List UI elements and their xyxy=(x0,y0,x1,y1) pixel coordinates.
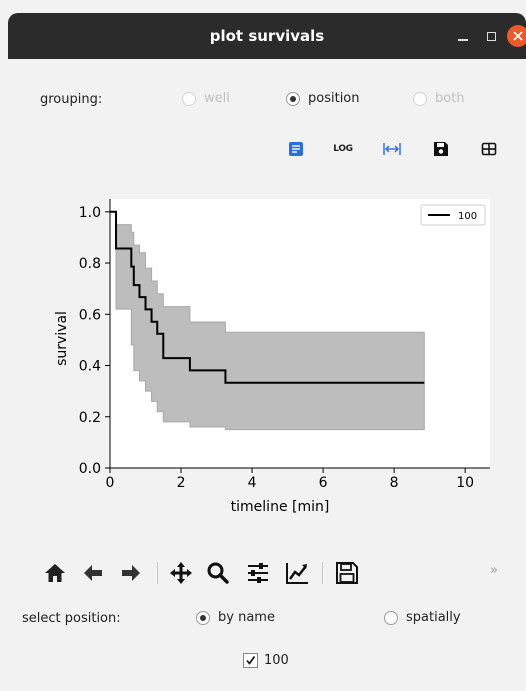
position-checkbox-label: 100 xyxy=(264,653,289,668)
back-icon xyxy=(84,565,102,581)
save-figure-icon xyxy=(336,562,358,584)
y-tick-label: 0.8 xyxy=(79,256,101,272)
select-position-radio-label: spatially xyxy=(406,610,461,625)
legend-box xyxy=(420,204,486,226)
close-button[interactable] xyxy=(507,25,526,47)
fit-width-icon xyxy=(383,143,401,155)
radio-indicator xyxy=(182,91,196,106)
minimize-button[interactable] xyxy=(454,13,474,59)
x-tick-label: 4 xyxy=(248,475,257,491)
back-button[interactable] xyxy=(80,560,106,586)
y-axis-label: survival xyxy=(54,311,70,366)
select-position-radio-label: by name xyxy=(218,610,275,625)
y-tick-label: 0.4 xyxy=(79,359,101,375)
edit-axes-button[interactable] xyxy=(284,560,310,586)
home-icon xyxy=(45,564,65,582)
pan-button[interactable] xyxy=(168,560,194,586)
x-tick-label: 6 xyxy=(319,475,328,491)
zoom-icon xyxy=(207,562,229,584)
select-position-radio-spatially[interactable]: spatially xyxy=(384,610,461,625)
survival-chart: 0 2 4 6 8 10 0.0 0.2 0.4 0.6 0.8 1.0 timeline [min] s… xyxy=(54,199,490,515)
save-button[interactable] xyxy=(430,138,452,160)
log-scale-icon: LOG xyxy=(333,144,353,154)
grouping-radio-well[interactable]: well xyxy=(182,91,230,106)
pan-icon xyxy=(170,562,192,584)
select-position-label: select position: xyxy=(22,611,121,626)
table-icon xyxy=(289,142,303,156)
close-icon xyxy=(513,31,523,41)
x-axis-label: timeline [min] xyxy=(231,499,330,515)
confidence-band xyxy=(110,211,425,431)
window-title: plot survivals xyxy=(209,27,325,45)
home-button[interactable] xyxy=(42,560,68,586)
configure-subplots-button[interactable] xyxy=(245,560,271,586)
maximize-button[interactable] xyxy=(482,13,502,59)
toolbar-separator xyxy=(157,562,158,584)
x-tick-label: 2 xyxy=(177,475,186,491)
grouping-radio-position[interactable]: position xyxy=(286,91,360,106)
forward-button[interactable] xyxy=(118,560,144,586)
y-tick-label: 1.0 xyxy=(79,205,101,221)
radio-indicator xyxy=(196,610,210,625)
save-icon xyxy=(434,142,448,156)
forward-icon xyxy=(122,565,140,581)
grouping-radio-label: position xyxy=(308,91,360,106)
save-figure-button[interactable] xyxy=(334,560,360,586)
toolbar-overflow-chevron-icon[interactable]: » xyxy=(490,563,498,578)
grouping-label: grouping: xyxy=(40,92,103,107)
log-scale-button[interactable]: LOG xyxy=(332,138,354,160)
window-titlebar: plot survivals xyxy=(8,13,526,59)
legend-label: 100 xyxy=(458,211,477,222)
toolbar-separator xyxy=(322,562,323,584)
grid-icon xyxy=(481,142,497,156)
y-tick-label: 0.0 xyxy=(79,461,101,477)
position-checkbox-100[interactable]: 100 xyxy=(243,653,289,668)
checkbox-indicator xyxy=(243,653,258,668)
grouping-radio-both[interactable]: both xyxy=(413,91,465,106)
grouping-radio-label: well xyxy=(204,91,230,106)
radio-indicator xyxy=(286,91,300,106)
x-tick-label: 10 xyxy=(456,475,474,491)
radio-indicator xyxy=(384,610,398,625)
checkmark-icon xyxy=(246,656,256,665)
edit-axes-icon xyxy=(286,563,308,584)
y-tick-label: 0.2 xyxy=(79,410,101,426)
zoom-button[interactable] xyxy=(205,560,231,586)
y-tick-label: 0.6 xyxy=(79,307,101,323)
survival-line xyxy=(110,210,425,384)
grid-button[interactable] xyxy=(478,138,500,160)
configure-subplots-icon xyxy=(248,563,268,583)
plot-canvas[interactable]: 0 2 4 6 8 10 0.0 0.2 0.4 0.6 0.8 1.0 timeline [min] s… xyxy=(0,190,526,534)
grouping-radio-label: both xyxy=(435,91,465,106)
radio-indicator xyxy=(413,91,427,106)
select-position-radio-by-name[interactable]: by name xyxy=(196,610,275,625)
table-button[interactable] xyxy=(285,138,307,160)
x-tick-label: 8 xyxy=(390,475,399,491)
fit-width-button[interactable] xyxy=(381,138,403,160)
x-tick-label: 0 xyxy=(106,475,115,491)
